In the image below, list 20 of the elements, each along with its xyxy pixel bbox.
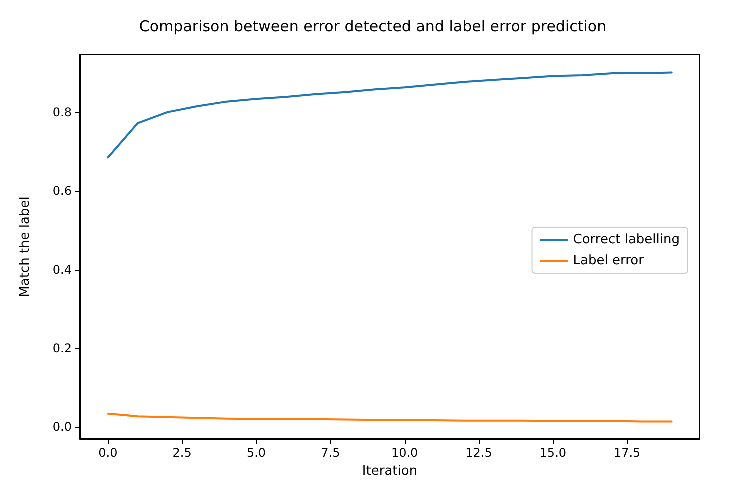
legend-label: Label error xyxy=(573,254,645,268)
x-tick-label: 12.5 xyxy=(466,446,492,460)
y-axis-title: Match the label xyxy=(18,196,33,298)
x-tick-label: 17.5 xyxy=(614,446,641,460)
line-series xyxy=(107,412,673,423)
x-axis-title: Iteration xyxy=(362,464,418,479)
x-tick-label: 15.0 xyxy=(540,446,567,460)
x-tick-label: 10.0 xyxy=(391,446,418,460)
y-tick-label: 0.4 xyxy=(52,262,72,277)
chart-title: Comparison between error detected and label error prediction xyxy=(139,18,607,36)
legend-label: Correct labelling xyxy=(573,232,680,248)
x-tick-label: 0.0 xyxy=(98,446,118,460)
y-tick-label: 0.6 xyxy=(52,184,72,198)
line-series xyxy=(107,72,673,159)
y-tick-label: 0.2 xyxy=(52,342,72,356)
x-tick-label: 7.5 xyxy=(321,446,340,460)
y-tick-label: 0.0 xyxy=(52,420,72,434)
x-tick-label: 2.5 xyxy=(172,446,192,460)
y-tick-label: 0.8 xyxy=(52,105,72,120)
x-tick-label: 5.0 xyxy=(246,446,266,460)
